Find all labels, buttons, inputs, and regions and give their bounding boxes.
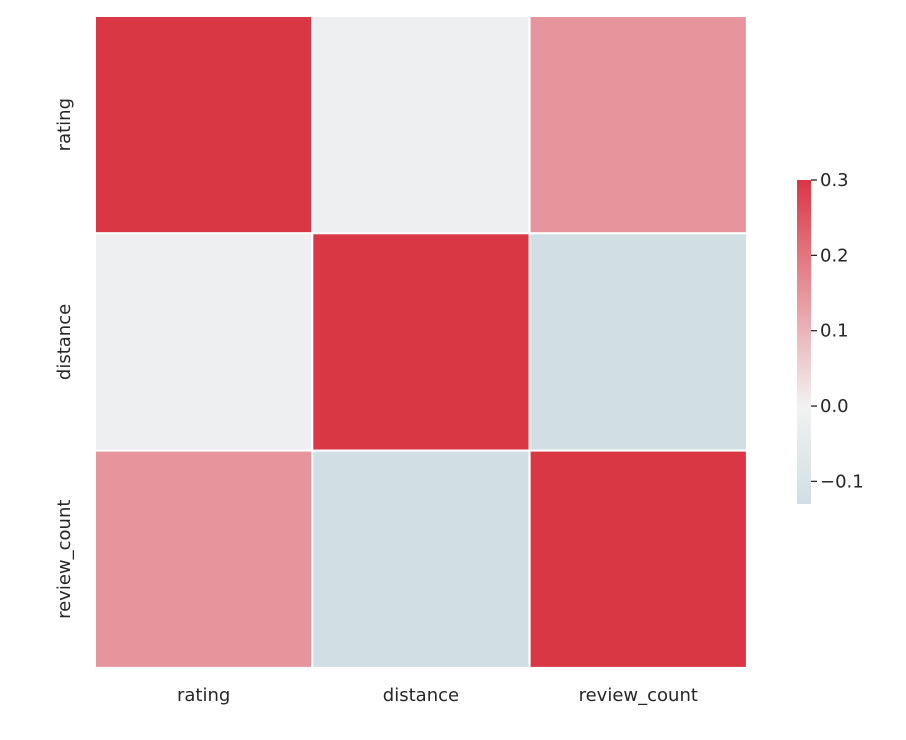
colorbar: 0.3 0.2 0.1 0.0 −0.1 xyxy=(797,170,864,504)
x-tick-label-review_count: review_count xyxy=(579,685,698,706)
heatmap-cell-review_count-review_count xyxy=(528,449,748,669)
x-axis-labels: rating distance review_count xyxy=(177,685,698,706)
heatmap-cell-rating-rating xyxy=(94,15,314,235)
heatmap-cell-distance-distance xyxy=(311,232,531,452)
colorbar-tick-label: −0.1 xyxy=(820,471,864,492)
y-tick-label-distance: distance xyxy=(54,304,75,380)
colorbar-tick-label: 0.0 xyxy=(820,396,849,417)
colorbar-tick-label: 0.2 xyxy=(820,245,849,266)
heatmap-cell-review_count-distance xyxy=(311,449,531,669)
colorbar-gradient xyxy=(797,180,811,504)
y-axis-labels: rating distance review_count xyxy=(54,98,75,619)
heatmap-cell-rating-distance xyxy=(311,15,531,235)
y-tick-label-review_count: review_count xyxy=(54,500,75,619)
heatmap-cell-distance-rating xyxy=(94,232,314,452)
colorbar-tick-label: 0.1 xyxy=(820,321,849,342)
colorbar-tick-label: 0.3 xyxy=(820,170,849,191)
heatmap-cell-rating-review_count xyxy=(528,15,748,235)
heatmap-cells xyxy=(94,15,748,669)
heatmap-cell-distance-review_count xyxy=(528,232,748,452)
y-tick-label-rating: rating xyxy=(54,98,75,151)
x-tick-label-distance: distance xyxy=(383,685,459,706)
x-tick-label-rating: rating xyxy=(177,685,230,706)
heatmap-cell-review_count-rating xyxy=(94,449,314,669)
